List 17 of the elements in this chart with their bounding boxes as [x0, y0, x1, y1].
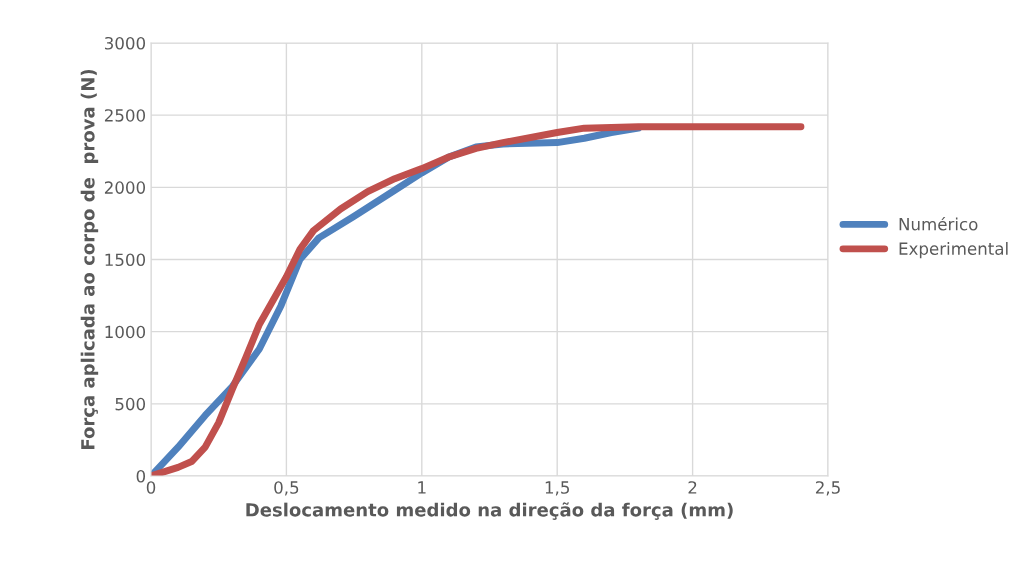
x-tick-label: 0: [146, 481, 156, 494]
y-tick-label: 2500: [104, 109, 146, 122]
x-tick-label: 2,5: [815, 481, 840, 496]
x-axis-title: Deslocamento medido na direção da força (mm): [246, 502, 733, 520]
y-tick-label: 2000: [104, 181, 146, 194]
legend-label: Experimental: [899, 242, 1008, 259]
y-tick-label: 500: [115, 397, 146, 411]
y-tick-label: 3000: [104, 36, 146, 50]
x-tick-label: 0,5: [274, 481, 299, 496]
y-tick-label: 1500: [105, 253, 146, 267]
x-tick-label: 2: [688, 481, 697, 494]
legend-label: Numérico: [899, 216, 978, 231]
y-axis-title: Força aplicada ao corpo de prova (N): [80, 69, 99, 449]
x-tick-label: 1: [418, 481, 426, 494]
y-tick-label: 0: [136, 469, 146, 483]
y-tick-label: 1000: [105, 325, 146, 339]
x-tick-label: 1,5: [545, 481, 569, 496]
